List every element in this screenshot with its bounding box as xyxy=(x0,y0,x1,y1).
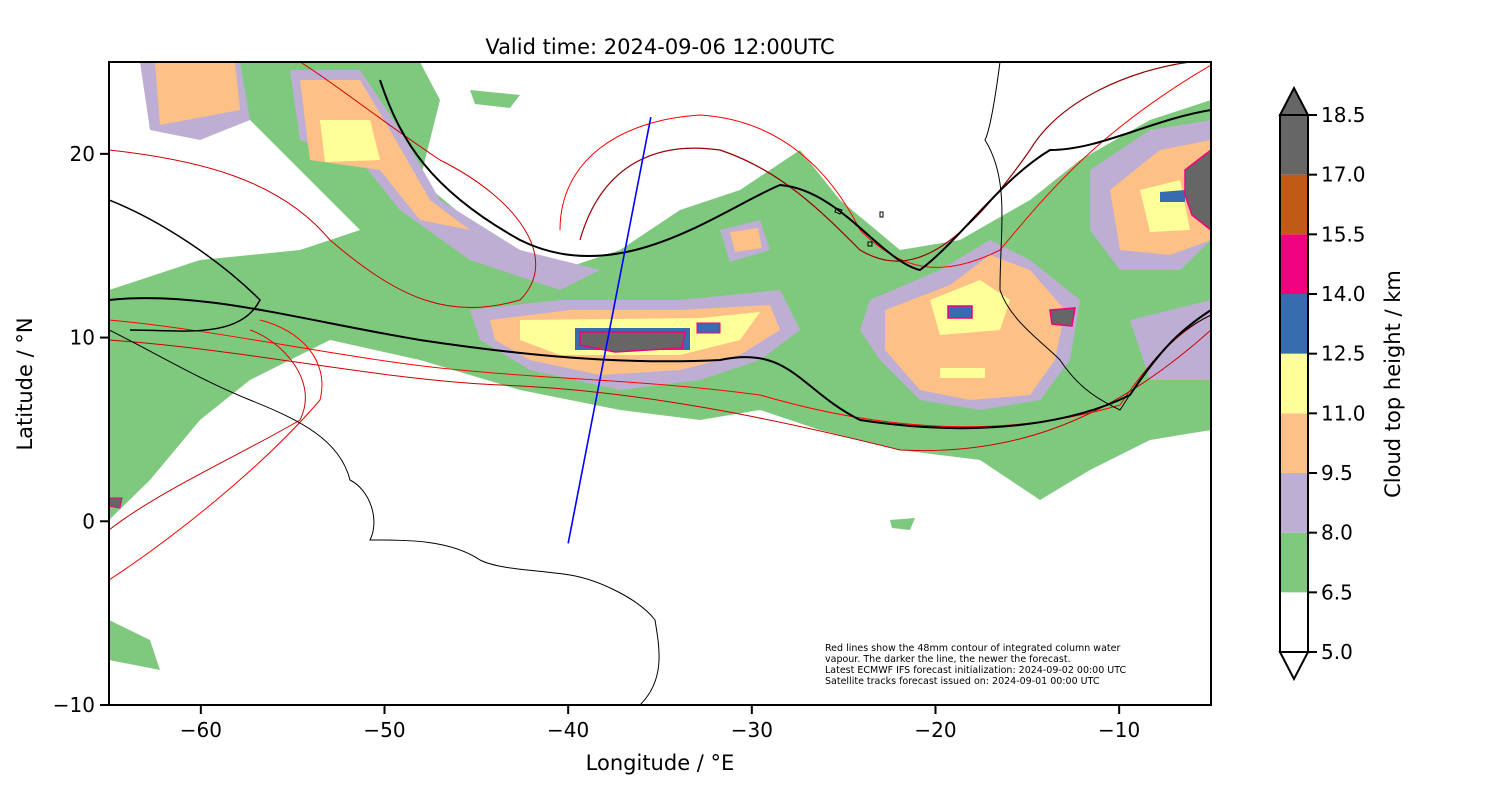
x-axis: −60 −50 −40 −30 −20 −10 xyxy=(180,705,1140,742)
iwv-contours xyxy=(109,62,1211,581)
colorbar-segment xyxy=(1280,294,1308,354)
y-tick-label: 20 xyxy=(70,142,95,166)
x-tick-label: −30 xyxy=(731,718,773,742)
x-tick-label: −60 xyxy=(180,718,222,742)
colorbar-segment xyxy=(1280,413,1308,473)
colorbar-label: Cloud top height / km xyxy=(1381,270,1405,498)
colorbar-segment xyxy=(1280,592,1308,652)
colorbar-tick-label: 6.5 xyxy=(1321,580,1353,604)
map-area: Red lines show the 48mm contour of integ… xyxy=(109,62,1211,705)
x-tick-label: −40 xyxy=(547,718,589,742)
x-tick-label: −10 xyxy=(1098,718,1140,742)
x-tick-label: −50 xyxy=(363,718,405,742)
colorbar-segment xyxy=(1280,234,1308,294)
x-tick-label: −20 xyxy=(914,718,956,742)
colorbar-tick-label: 17.0 xyxy=(1321,163,1366,187)
annotation-line-1: Red lines show the 48mm contour of integ… xyxy=(825,643,1120,654)
colorbar-extend-min xyxy=(1278,651,1310,682)
y-axis: 20 10 0 −10 xyxy=(53,142,109,717)
colorbar-tick-label: 15.5 xyxy=(1321,222,1366,246)
satellite-track xyxy=(567,116,652,544)
y-tick-label: 10 xyxy=(70,326,95,350)
colorbar-tick-label: 11.0 xyxy=(1321,401,1366,425)
annotation-line-2: vapour. The darker the line, the newer t… xyxy=(825,654,1071,665)
x-axis-label: Longitude / °E xyxy=(586,751,735,775)
map-title: Valid time: 2024-09-06 12:00UTC xyxy=(485,35,834,59)
colorbar-segment xyxy=(1280,473,1308,533)
y-tick-label: 0 xyxy=(82,509,95,533)
colorbar-tick-label: 12.5 xyxy=(1321,342,1366,366)
colorbar-tick-label: 14.0 xyxy=(1321,282,1366,306)
annotation-text: Red lines show the 48mm contour of integ… xyxy=(825,643,1126,687)
cloud-high xyxy=(109,149,1211,509)
colorbar: 18.5 17.0 15.5 14.0 12.5 11.0 9.5 8.0 6.5 5.0 xyxy=(1278,85,1366,682)
colorbar-frame xyxy=(1279,114,1309,653)
colorbar-tick-label: 8.0 xyxy=(1321,521,1353,545)
colorbar-tick-label: 5.0 xyxy=(1321,640,1353,664)
y-axis-label: Latitude / °N xyxy=(13,317,37,450)
annotation-line-3: Latest ECMWF IFS forecast initialization… xyxy=(825,665,1126,676)
colorbar-segment xyxy=(1280,174,1308,235)
colorbar-tick-label: 9.5 xyxy=(1321,461,1353,485)
colorbar-tick-label: 18.5 xyxy=(1321,103,1366,127)
y-tick-label: −10 xyxy=(53,693,95,717)
map-frame xyxy=(108,61,1212,706)
coastlines xyxy=(109,62,1211,705)
colorbar-segment xyxy=(1280,353,1308,414)
colorbar-extend-max xyxy=(1278,85,1310,116)
annotation-line-4: Satellite tracks forecast issued on: 202… xyxy=(825,676,1100,687)
colorbar-segment xyxy=(1280,115,1308,175)
colorbar-segment xyxy=(1280,532,1308,593)
